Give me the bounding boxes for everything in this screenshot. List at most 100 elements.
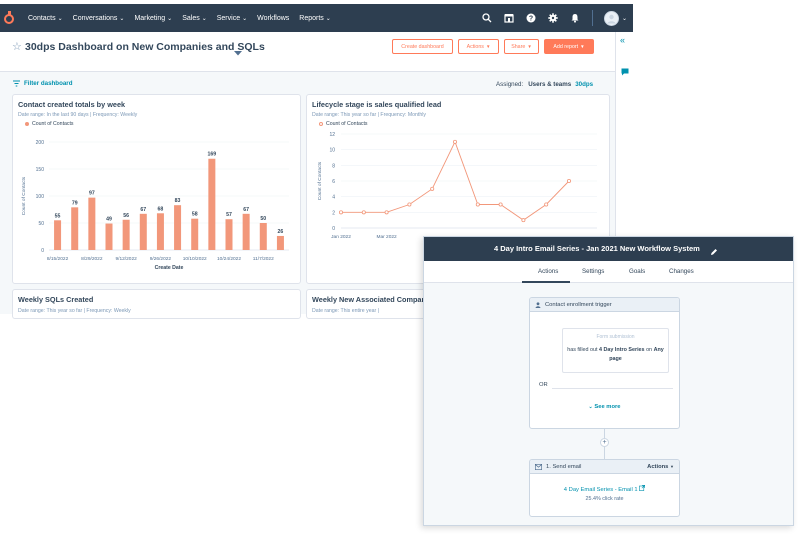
data-point <box>430 186 435 191</box>
tab-goals[interactable]: Goals <box>629 268 646 275</box>
report-title[interactable]: Contact created totals by week <box>18 100 126 109</box>
bar <box>122 219 130 250</box>
bar <box>71 207 79 250</box>
help-icon[interactable]: ? <box>526 13 537 24</box>
email-name-link[interactable]: 4 Day Email Series - Email 1 <box>530 485 679 493</box>
bar-chart: 0 50 100 150 200 Count of Contacts 55 79 97 49 56 6… <box>21 140 289 271</box>
click-rate: 25.4% click rate <box>585 496 624 502</box>
contact-icon <box>535 301 541 308</box>
filter-dashboard-label: Filter dashboard <box>24 80 73 87</box>
assigned-value[interactable]: Users & teams <box>528 81 572 88</box>
create-dashboard-label: Create dashboard <box>401 43 444 50</box>
y-tick-label: 50 <box>38 221 44 227</box>
bar-data-label: 49 <box>106 217 112 223</box>
bar-data-label: 56 <box>123 213 129 219</box>
dashboard-title[interactable]: 30dps Dashboard on New Companies and SQL… <box>25 41 265 53</box>
data-point <box>407 202 412 207</box>
trigger-filter-box[interactable]: Form submission has filled out 4 Day Int… <box>562 328 669 373</box>
workflow-panel: 4 Day Intro Email Series - Jan 2021 New … <box>423 236 794 526</box>
nav-item-sales[interactable]: Sales ⌄ <box>182 15 207 22</box>
filter-criteria: has filled out 4 Day Intro Series on Any… <box>563 346 668 364</box>
active-tab-indicator <box>522 281 570 283</box>
x-tick-label: 9/12/2022 <box>115 256 137 262</box>
search-icon[interactable] <box>482 13 493 24</box>
y-axis-label: Count of Contacts <box>317 161 323 200</box>
report-title[interactable]: Lifecycle stage is sales qualified lead <box>312 100 442 109</box>
workflow-title[interactable]: 4 Day Intro Email Series - Jan 2021 New … <box>494 244 700 253</box>
actions-button[interactable]: Actions ▼ <box>458 39 499 54</box>
workflow-header: 4 Day Intro Email Series - Jan 2021 New … <box>424 237 793 261</box>
bar-data-label: 83 <box>175 198 181 204</box>
hubspot-logo-icon[interactable] <box>3 11 17 25</box>
x-tick-label: 10/10/2022 <box>183 256 207 262</box>
chat-icon[interactable] <box>621 63 629 81</box>
nav-item-contacts[interactable]: Contacts ⌄ <box>28 15 63 22</box>
tab-settings[interactable]: Settings <box>582 268 605 275</box>
bar <box>54 220 62 250</box>
assigned-info: Assigned: Users & teams 30dps <box>496 81 593 88</box>
x-tick-label: 8/15/2022 <box>47 256 69 262</box>
marketplace-icon[interactable] <box>504 13 515 24</box>
criteria-mid: on <box>646 347 653 353</box>
data-point <box>566 179 571 184</box>
tab-changes[interactable]: Changes <box>669 268 694 275</box>
assigned-team-link[interactable]: 30dps <box>575 81 594 88</box>
bar-data-label: 55 <box>55 213 61 219</box>
nav-item-reports[interactable]: Reports ⌄ <box>299 15 331 22</box>
add-report-button[interactable]: Add report ▼ <box>544 39 594 54</box>
send-email-action-node[interactable]: 1. Send email Actions ▼ 4 Day Email Seri… <box>529 459 680 517</box>
legend-swatch <box>319 122 323 126</box>
legend-label: Count of Contacts <box>326 121 368 127</box>
collapse-sidebar-icon[interactable]: « <box>620 35 626 45</box>
nav-item-label: Conversations <box>72 14 118 22</box>
action-actions-label: Actions <box>647 463 669 470</box>
dashboard-header: ☆ 30dps Dashboard on New Companies and S… <box>0 32 615 72</box>
bar-data-label: 67 <box>243 207 249 213</box>
share-button[interactable]: Share ▼ <box>504 39 539 54</box>
nav-item-marketing[interactable]: Marketing ⌄ <box>134 15 172 22</box>
action-actions-menu[interactable]: Actions ▼ <box>647 464 674 470</box>
nav-item-conversations[interactable]: Conversations ⌄ <box>73 15 125 22</box>
see-more-label: See more <box>594 404 621 410</box>
contacts-weekly-report-card[interactable]: Contact created totals by week Date rang… <box>12 94 301 284</box>
nav-item-workflows[interactable]: Workflows <box>257 15 289 22</box>
filter-dashboard-link[interactable]: Filter dashboard <box>13 80 72 87</box>
share-caret-icon: ▼ <box>527 44 532 49</box>
criteria-pre: has filled out <box>567 347 598 353</box>
workflow-tabs: Actions Settings Goals Changes <box>424 261 793 283</box>
nav-item-label: Service <box>216 14 241 22</box>
report-title[interactable]: Weekly New Associated Compar <box>312 295 425 304</box>
add-action-plus-icon[interactable]: + <box>600 438 609 447</box>
y-axis-label: Count of Contacts <box>21 176 27 215</box>
nav-item-service[interactable]: Service ⌄ <box>217 15 247 22</box>
create-dashboard-button[interactable]: Create dashboard <box>392 39 453 54</box>
criteria-page-a: Any <box>653 347 664 353</box>
avatar-chevron-down-icon[interactable]: ⌄ <box>621 15 627 22</box>
trigger-header-label: Contact enrollment trigger <box>545 301 612 308</box>
filter-icon <box>13 80 20 87</box>
favorite-star-icon[interactable]: ☆ <box>12 41 22 53</box>
criteria-form-name: 4 Day Intro Series <box>599 347 645 353</box>
enrollment-trigger-node[interactable]: Contact enrollment trigger Form submissi… <box>529 297 680 429</box>
chevron-down-icon: ⌄ <box>167 15 173 22</box>
see-more-link[interactable]: ⌄ See more <box>530 404 679 410</box>
edit-pencil-icon[interactable] <box>710 243 718 261</box>
report-meta: Date range: In the last 90 days | Freque… <box>18 112 138 118</box>
x-axis-label: Create Date <box>155 265 184 271</box>
svg-text:?: ? <box>529 15 533 22</box>
notifications-bell-icon[interactable] <box>570 13 581 24</box>
chevron-down-icon: ⌄ <box>325 15 331 22</box>
user-avatar[interactable] <box>603 10 619 26</box>
y-tick-label: 0 <box>332 226 335 232</box>
dashboard-switch-caret-icon[interactable] <box>234 43 242 61</box>
settings-gear-icon[interactable] <box>548 13 559 24</box>
data-point <box>475 202 480 207</box>
or-divider <box>552 388 673 389</box>
tab-actions[interactable]: Actions <box>538 268 559 275</box>
y-tick-label: 6 <box>332 179 335 185</box>
bar-data-label: 169 <box>208 152 217 158</box>
nav-menu: Contacts ⌄ Conversations ⌄ Marketing ⌄ Sales ⌄ S… <box>23 15 336 22</box>
x-tick-label: Jan 2022 <box>331 234 351 240</box>
report-title[interactable]: Weekly SQLs Created <box>18 295 94 304</box>
weekly-sqls-report-card[interactable]: Weekly SQLs Created Date range: This yea… <box>12 289 301 319</box>
